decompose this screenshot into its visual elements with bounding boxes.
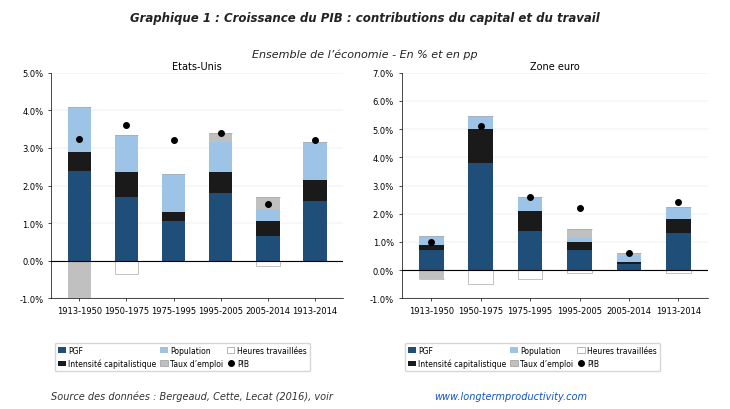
Bar [518, 211, 542, 231]
Bar [303, 180, 326, 201]
Bar [256, 211, 280, 222]
Text: www.longtermproductivity.com: www.longtermproductivity.com [434, 391, 588, 401]
Bar [419, 245, 444, 251]
Bar [468, 117, 493, 130]
Bar [518, 197, 542, 211]
Bar [567, 242, 592, 251]
Bar [468, 164, 493, 270]
Bar [256, 237, 280, 261]
Bar [666, 270, 691, 273]
Bar [419, 237, 444, 245]
Bar [209, 193, 232, 261]
Bar [468, 130, 493, 164]
Title: Zone euro: Zone euro [530, 61, 580, 72]
Bar [256, 261, 280, 267]
Legend: PGF, Intensité capitalistique, Population, Taux d’emploi, Heures travaillées, PI: PGF, Intensité capitalistique, Populatio… [405, 343, 660, 371]
Bar [162, 212, 185, 222]
Bar [518, 231, 542, 270]
Bar [468, 270, 493, 285]
Bar [68, 152, 91, 171]
Bar [115, 261, 138, 274]
Bar [617, 256, 642, 262]
Bar [68, 171, 91, 261]
Text: Ensemble de l’économie - En % et en pp: Ensemble de l’économie - En % et en pp [252, 49, 478, 60]
Legend: PGF, Intensité capitalistique, Population, Taux d’emploi, Heures travaillées, PI: PGF, Intensité capitalistique, Populatio… [55, 343, 310, 371]
Bar [666, 207, 691, 220]
Bar [68, 107, 91, 152]
Bar [115, 135, 138, 173]
Bar [567, 270, 592, 273]
Bar [617, 265, 642, 270]
Bar [303, 201, 326, 261]
Bar [666, 234, 691, 270]
Bar [567, 251, 592, 270]
Bar [256, 222, 280, 237]
Bar [666, 220, 691, 234]
Text: Source des données : Bergeaud, Cette, Lecat (2016), voir: Source des données : Bergeaud, Cette, Le… [51, 390, 336, 401]
Bar [68, 261, 91, 299]
Bar [209, 134, 232, 143]
Bar [419, 270, 444, 279]
Bar [617, 262, 642, 265]
Bar [617, 254, 642, 256]
Bar [162, 222, 185, 261]
Bar [518, 270, 542, 279]
Bar [567, 230, 592, 238]
Text: Graphique 1 : Croissance du PIB : contributions du capital et du travail: Graphique 1 : Croissance du PIB : contri… [130, 12, 600, 25]
Bar [115, 198, 138, 261]
Bar [162, 175, 185, 212]
Bar [303, 143, 326, 180]
Bar [567, 238, 592, 242]
Bar [256, 198, 280, 211]
Bar [209, 143, 232, 173]
Bar [115, 173, 138, 198]
Bar [209, 173, 232, 193]
Title: Etats-Unis: Etats-Unis [172, 61, 222, 72]
Bar [419, 251, 444, 270]
